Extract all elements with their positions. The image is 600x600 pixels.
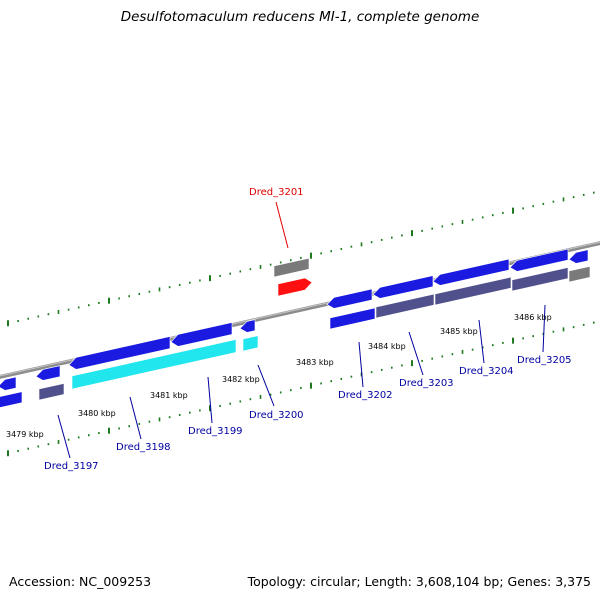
gene-label[interactable]: Dred_3202 <box>338 390 393 401</box>
gene-arrow-dred3201-highlight <box>277 277 313 297</box>
gene-label[interactable]: Dred_3200 <box>249 410 304 421</box>
gene-arrow-dred3204 <box>432 258 510 286</box>
gene-lower-cyan-long <box>71 339 237 390</box>
gene-lower-dark-3203 <box>375 293 435 319</box>
gene-box-gray <box>273 257 310 278</box>
gene-label-leader <box>358 341 364 388</box>
gene-lower-gray-edge <box>568 265 591 283</box>
gene-label[interactable]: Dred_3199 <box>188 426 243 437</box>
gene-arrow-dred3200 <box>239 319 256 333</box>
tick-row-lower <box>7 321 595 457</box>
gene-arrow-dred3199 <box>170 322 233 347</box>
gene-label-leader <box>129 396 142 440</box>
gene-lower-left-blue <box>0 391 23 408</box>
scale-label: 3480 kbp <box>78 409 116 418</box>
gene-arrow-dred3197 <box>35 365 61 381</box>
accession-text: Accession: NC_009253 <box>9 574 152 589</box>
gene-lower-blue-3202 <box>329 307 376 330</box>
gene-label-leader <box>275 201 289 249</box>
scale-label: 3486 kbp <box>514 313 552 322</box>
scale-label: 3485 kbp <box>440 327 478 336</box>
gene-lower-dred3197 <box>38 383 65 401</box>
gene-arrow-dred3198 <box>68 336 171 370</box>
gene-labels: Dred_3197 Dred_3198 Dred_3199 Dred_3200 Dred… <box>44 187 572 472</box>
scale-label: 3482 kbp <box>222 375 260 384</box>
gene-lower-cyan-short <box>242 335 259 352</box>
gene-label[interactable]: Dred_3204 <box>459 366 514 377</box>
gene-arrow-dred3205 <box>509 248 569 272</box>
gene-label[interactable]: Dred_3205 <box>517 355 572 366</box>
gene-label-leader <box>408 331 424 376</box>
gene-label[interactable]: Dred_3201 <box>249 187 304 198</box>
scale-label: 3481 kbp <box>150 391 188 400</box>
gene-arrow-dred3203 <box>372 275 434 299</box>
gene-label-leader <box>207 376 213 424</box>
gene-lower-dark-3204 <box>434 276 512 306</box>
scale-label: 3479 kbp <box>6 430 44 439</box>
gene-label-leader <box>542 304 546 353</box>
map-title: Desulfotomaculum reducens MI-1, complete… <box>120 9 480 25</box>
gene-label-leader <box>257 364 275 407</box>
scale-label: 3483 kbp <box>296 358 334 367</box>
gene-label[interactable]: Dred_3198 <box>116 442 171 453</box>
scale-label: 3484 kbp <box>368 342 406 351</box>
gene-label[interactable]: Dred_3197 <box>44 461 99 472</box>
gene-features <box>0 248 591 408</box>
scale-labels: 3479 kbp 3480 kbp 3481 kbp 3482 kbp 3483 kbp… <box>6 313 552 439</box>
gene-label-leader <box>478 319 485 364</box>
gene-arrow-left-1 <box>0 376 17 391</box>
gene-arrow-dred3202 <box>326 288 373 309</box>
gene-arrow-right-edge <box>568 249 589 264</box>
gene-label[interactable]: Dred_3203 <box>399 378 454 389</box>
gene-label-leader <box>57 414 71 459</box>
tick-row-upper <box>7 191 595 327</box>
gene-lower-dark-3205 <box>511 267 569 292</box>
genome-summary-text: Topology: circular; Length: 3,608,104 bp… <box>247 574 591 589</box>
